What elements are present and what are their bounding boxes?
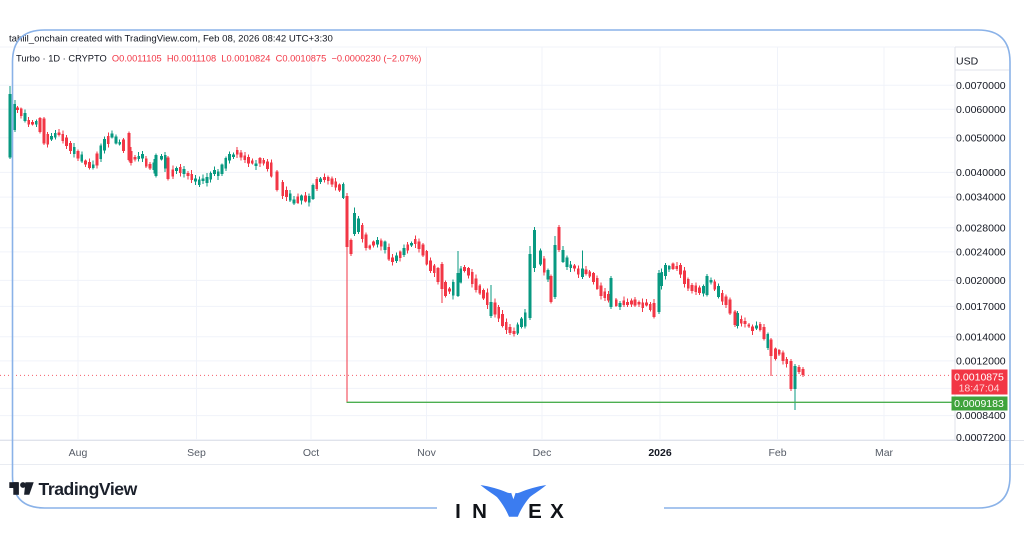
svg-text:0.0020000: 0.0020000 (956, 275, 1006, 287)
svg-text:Oct: Oct (303, 447, 319, 459)
svg-text:0.0040000: 0.0040000 (956, 167, 1006, 179)
svg-text:0.0012000: 0.0012000 (956, 356, 1006, 368)
svg-text:0.0014000: 0.0014000 (956, 331, 1006, 343)
svg-text:USD: USD (956, 56, 979, 68)
svg-text:TradingView: TradingView (39, 479, 138, 499)
svg-text:N: N (472, 500, 487, 523)
svg-text:18:47:04: 18:47:04 (959, 383, 1000, 395)
svg-text:tahlil_onchain created with Tr: tahlil_onchain created with TradingView.… (9, 33, 333, 44)
svg-text:2026: 2026 (648, 447, 672, 459)
svg-text:0.0050000: 0.0050000 (956, 132, 1006, 144)
svg-text:Turbo · 1D · CRYPTO O0.001110: Turbo · 1D · CRYPTO O0.0011105 H0.001110… (16, 54, 421, 64)
svg-text:0.0007200: 0.0007200 (956, 432, 1006, 444)
svg-text:Nov: Nov (417, 447, 436, 459)
svg-text:0.0034000: 0.0034000 (956, 192, 1006, 204)
svg-text:0.0009183: 0.0009183 (954, 398, 1004, 410)
svg-text:Feb: Feb (768, 447, 786, 459)
svg-text:Dec: Dec (533, 447, 552, 459)
svg-text:0.0017000: 0.0017000 (956, 301, 1006, 313)
svg-text:Sep: Sep (187, 447, 206, 459)
svg-text:I: I (455, 500, 461, 523)
svg-text:Aug: Aug (69, 447, 88, 459)
svg-text:0.0024000: 0.0024000 (956, 247, 1006, 259)
svg-text:0.0008400: 0.0008400 (956, 410, 1006, 422)
svg-text:X: X (550, 500, 564, 523)
svg-text:0.0028000: 0.0028000 (956, 222, 1006, 234)
svg-text:Mar: Mar (875, 447, 894, 459)
svg-text:0.0060000: 0.0060000 (956, 104, 1006, 116)
svg-text:0.0010875: 0.0010875 (954, 372, 1004, 384)
svg-text:0.0070000: 0.0070000 (956, 80, 1006, 92)
svg-text:E: E (528, 500, 542, 523)
